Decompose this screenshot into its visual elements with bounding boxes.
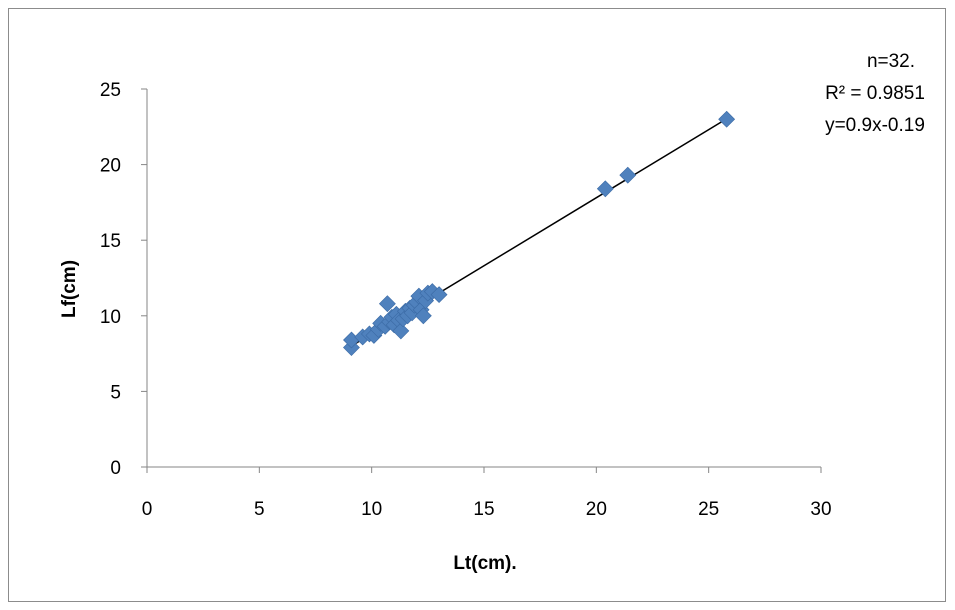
y-tick-label: 25 [100,80,121,101]
y-tick-label: 15 [100,231,121,252]
x-tick-label: 5 [254,499,265,520]
annotation-r-squared: R² = 0.9851 [825,83,925,104]
x-tick-label: 25 [698,499,719,520]
data-point [596,180,614,198]
y-tick-label: 5 [110,382,121,403]
data-point [430,286,448,304]
x-tick-label: 20 [586,499,607,520]
annotation-n: n=32. [867,51,915,72]
x-tick-label: 30 [810,499,831,520]
data-point [392,322,410,340]
x-tick-label: 0 [142,499,153,520]
annotation-equation: y=0.9x-0.19 [825,115,925,136]
axes [141,88,822,473]
y-axis-title: Lf(cm) [59,260,80,318]
data-point [619,166,637,184]
y-tick-labels: 0 5 10 15 20 25 [100,80,121,479]
data-point [414,307,432,325]
data-point [718,110,736,128]
data-point [378,295,396,313]
scatter-chart: 0 5 10 15 20 25 30 0 5 10 15 20 25 Lt(cm). Lf(cm) n… [59,51,925,574]
data-points [343,110,736,356]
y-tick-label: 20 [100,156,121,177]
x-tick-labels: 0 5 10 15 20 25 30 [142,499,832,520]
y-tick-label: 0 [110,458,121,479]
chart-area: 0 5 10 15 20 25 30 0 5 10 15 20 25 Lt(cm). Lf(cm) n… [8,8,946,602]
y-tick-label: 10 [100,307,121,328]
x-tick-label: 15 [473,499,494,520]
x-tick-label: 10 [361,499,382,520]
x-axis-title: Lt(cm). [453,553,516,574]
